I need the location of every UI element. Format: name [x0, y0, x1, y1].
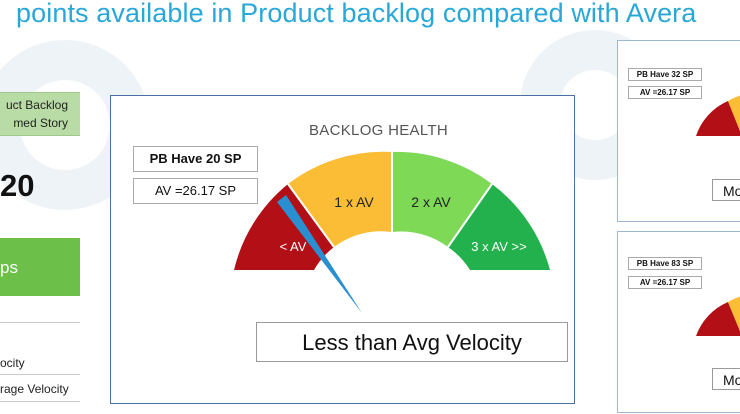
page-title: points available in Product backlog comp… — [16, 0, 697, 28]
gauge-label-1x-av: 1 x AV — [334, 194, 374, 210]
gauge-chart: < AV 1 x AV 2 x AV 3 x AV >> — [234, 151, 550, 313]
pb-story-points-label: PB Have 83 SP — [628, 257, 702, 270]
left-row-divider — [0, 401, 80, 402]
left-green-label: ps — [0, 258, 18, 277]
segment-divider — [287, 183, 335, 248]
gauge-segment-less-av — [234, 184, 334, 270]
backlog-health-panel: BACKLOG HEALTH PB Have 20 SP AV =26.17 S… — [110, 95, 575, 404]
average-velocity-label: AV =26.17 SP — [628, 86, 702, 99]
left-row-divider — [0, 374, 80, 375]
right-gauge-panel-1: PB Have 32 SP AV =26.17 SP Mo — [617, 40, 740, 222]
pb-story-points-label: PB Have 20 SP — [133, 146, 258, 172]
gauge-segment-1x-av — [728, 95, 740, 131]
gauge-result-label: Mo — [712, 179, 740, 201]
pb-story-points-label: PB Have 32 SP — [628, 68, 702, 81]
left-header-line2: med Story — [13, 116, 68, 130]
left-row-1: ocity — [0, 356, 25, 370]
gauge-segment-less-av — [696, 302, 740, 336]
left-header-line1: uct Backlog — [5, 98, 68, 112]
average-velocity-label: AV =26.17 SP — [133, 178, 258, 204]
gauge-segment-1x-av — [288, 151, 392, 247]
gauge-segment-less-av — [696, 101, 740, 136]
gauge-segment-1x-av — [728, 296, 740, 332]
gauge-label-less-av: < AV — [280, 239, 307, 254]
average-velocity-label: AV =26.17 SP — [628, 276, 702, 289]
left-row-2: rage Velocity — [0, 382, 69, 396]
gauge-title: BACKLOG HEALTH — [309, 122, 448, 139]
right-gauge-panel-2: PB Have 83 SP AV =26.17 SP Mo — [617, 231, 740, 413]
gauge-segment-2x-av — [392, 151, 492, 247]
segment-divider — [447, 183, 493, 248]
gauge-needle — [277, 195, 362, 313]
right-gauge-chart-2 — [696, 296, 740, 336]
left-value: 20 — [0, 168, 35, 203]
gauge-label-3x-av: 3 x AV >> — [471, 239, 526, 254]
left-row-divider — [0, 322, 80, 323]
gauge-result-label: Less than Avg Velocity — [256, 322, 568, 362]
gauge-segment-3x-av — [448, 184, 550, 270]
left-table-header: uct Backlog med Story — [0, 92, 80, 136]
left-green-cell: ps — [0, 238, 80, 296]
gauge-result-label: Mo — [712, 368, 740, 390]
gauge-label-2x-av: 2 x AV — [411, 194, 451, 210]
right-gauge-chart-1 — [696, 95, 740, 136]
